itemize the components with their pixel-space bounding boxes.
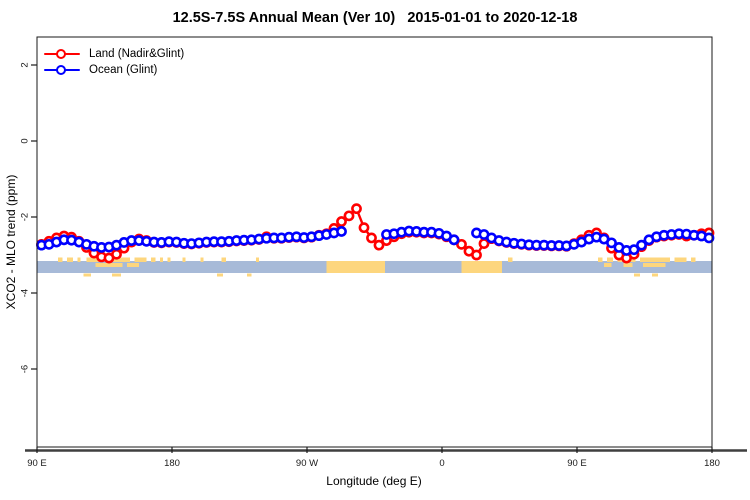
x-tick-label: 180 <box>704 458 720 469</box>
x-axis-title: Longitude (deg E) <box>326 474 422 488</box>
ocean-data-point <box>606 237 617 249</box>
x-tick-label: 90 E <box>27 458 47 469</box>
island-marker <box>77 257 81 262</box>
land-patch <box>326 261 385 273</box>
land-data-point <box>373 239 385 251</box>
ocean-data-point <box>636 239 647 251</box>
land-data-point <box>343 210 355 222</box>
legend: Land (Nadir&Glint) Ocean (Glint) <box>44 46 184 78</box>
legend-label-land: Land (Nadir&Glint) <box>89 48 185 60</box>
land-data-point <box>366 232 377 244</box>
island-marker <box>221 257 226 262</box>
island-marker <box>83 273 91 277</box>
land-data-point <box>456 238 467 250</box>
island-marker <box>598 257 603 262</box>
island-marker <box>643 263 666 267</box>
island-marker <box>112 273 121 277</box>
map-strip <box>37 257 712 277</box>
y-tick-label: -2 <box>20 213 31 221</box>
land-data-point <box>471 249 482 261</box>
axes: 90 E 180 90 W 0 90 E 180 2 0 -2 -4 -6 <box>20 36 747 469</box>
island-marker <box>256 257 259 262</box>
island-marker <box>200 257 204 262</box>
island-marker <box>691 257 696 262</box>
ocean-data-point <box>703 232 715 244</box>
island-marker <box>652 273 658 277</box>
island-marker <box>623 263 633 267</box>
data-series <box>36 203 715 264</box>
x-tick-label: 0 <box>439 458 444 469</box>
ocean-data-point <box>448 234 460 246</box>
island-marker <box>640 257 670 262</box>
island-marker <box>67 257 73 262</box>
island-marker <box>634 273 640 277</box>
y-tick-label: 2 <box>20 62 31 67</box>
island-marker <box>182 257 186 262</box>
legend-label-ocean: Ocean (Glint) <box>89 64 158 76</box>
land-data-point <box>358 222 370 234</box>
island-marker <box>106 257 130 262</box>
legend-item-ocean: Ocean (Glint) <box>44 62 184 78</box>
x-tick-label: 90 W <box>296 458 318 469</box>
island-marker <box>604 263 612 267</box>
land-data-point <box>111 248 122 260</box>
island-marker <box>86 257 102 262</box>
x-tick-label: 90 E <box>567 458 587 469</box>
island-marker <box>160 257 163 262</box>
ocean-data-point <box>336 226 347 237</box>
ocean-data-point <box>628 244 640 256</box>
land-series-marker-icon <box>44 48 80 60</box>
island-marker <box>95 263 123 267</box>
island-marker <box>217 273 223 277</box>
x-tick-label: 180 <box>164 458 180 469</box>
y-tick-label: -4 <box>20 289 31 297</box>
island-marker <box>508 257 513 262</box>
island-marker <box>134 257 147 262</box>
legend-item-land: Land (Nadir&Glint) <box>44 46 184 62</box>
land-patch <box>461 261 502 273</box>
island-marker <box>151 257 156 262</box>
island-marker <box>247 273 252 277</box>
y-tick-label: -6 <box>20 365 31 373</box>
island-marker <box>58 257 63 262</box>
island-marker <box>167 257 171 262</box>
island-marker <box>607 257 613 262</box>
land-data-point <box>336 216 347 227</box>
island-marker <box>674 257 687 262</box>
plot-box <box>36 36 713 448</box>
y-tick-label: 0 <box>20 138 31 143</box>
y-axis-title: XCO2 - MLO trend (ppm) <box>4 174 18 310</box>
ocean-series-marker-icon <box>44 64 80 76</box>
chart-title: 12.5S-7.5S Annual Mean (Ver 10) 2015-01-… <box>172 10 578 26</box>
island-marker <box>127 263 139 267</box>
land-data-point <box>351 203 362 215</box>
